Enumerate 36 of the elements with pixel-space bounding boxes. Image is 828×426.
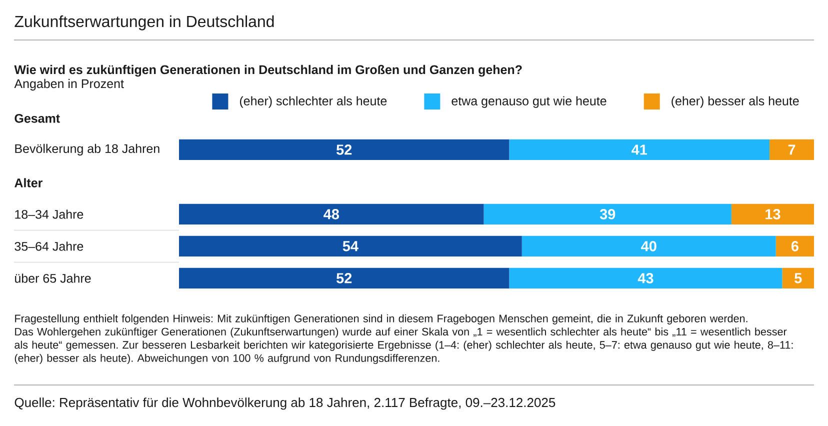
bar — [179, 268, 510, 288]
data-label: 40 — [641, 241, 656, 252]
text: Fragestellung enthielt folgenden Hinweis: Mit zukünftigen Generationen sind in diesem Fragebogen Menschen gemeint, die in Zukunft geboren werden. — [15, 314, 748, 324]
bar — [179, 204, 484, 224]
bar — [782, 268, 814, 288]
data-label: 54 — [342, 241, 358, 252]
data-label: 7 — [788, 144, 796, 155]
y-tick-label: über 65 Jahre — [15, 274, 91, 283]
data-label: 5 — [794, 273, 802, 284]
chart-title: Zukunftserwartungen in Deutschland — [14, 15, 274, 30]
legend-label: (eher) schlechter als heute — [240, 96, 387, 108]
bar — [731, 204, 814, 224]
y-tick-label: 35–64 Jahre — [14, 242, 84, 251]
bar — [776, 236, 814, 256]
text: Angaben in Prozent — [14, 78, 124, 91]
legend-label: (eher) besser als heute — [672, 96, 799, 108]
data-label: 39 — [600, 209, 616, 220]
bar — [522, 236, 776, 256]
y-tick-label: 18–34 Jahre — [15, 210, 84, 219]
data-label: 48 — [324, 209, 340, 220]
data-label: 43 — [638, 273, 654, 284]
legend-label: etwa genauso gut wie heute — [452, 96, 606, 108]
chart-subtitle: Wie wird es zukünftigen Generationen in Deutschland im Großen und Ganzen gehen? — [14, 64, 522, 77]
y-axis-title: Gesamt — [14, 114, 60, 123]
y-axis-title: Alter — [14, 178, 42, 188]
bar — [484, 204, 732, 224]
bar — [509, 268, 782, 288]
text: Das Wohlergehen zukünftiger Generationen (Zukunftserwartungen) wurde auf einer Skala von „1 = wesentlich schlechter als heute“ bis „11 = wesentlich besser als heute“ gemessen. Zur besseren Lesbarkeit berichten wir kategorisierte Ergebnisse (1–4: (eher) schlechter als heute, 5–7: etwa genauso gut wie heute, 8–11: (eher) besser als heute). Abweichungen von 100 % aufgrund von Rundungsdifferenzen. — [14, 328, 793, 364]
source-note: Quelle: Repräsentativ für die Wohnbevölkerung ab 18 Jahren, 2.117 Befragte, 09.–23.12.2025 — [14, 398, 556, 410]
bar — [179, 236, 522, 256]
data-label: 41 — [632, 144, 648, 155]
y-tick-label: Bevölkerung ab 18 Jahren — [15, 144, 160, 156]
data-label: 52 — [336, 144, 352, 155]
data-label: 13 — [766, 209, 780, 220]
data-label: 52 — [336, 273, 352, 284]
data-label: 6 — [791, 241, 798, 252]
